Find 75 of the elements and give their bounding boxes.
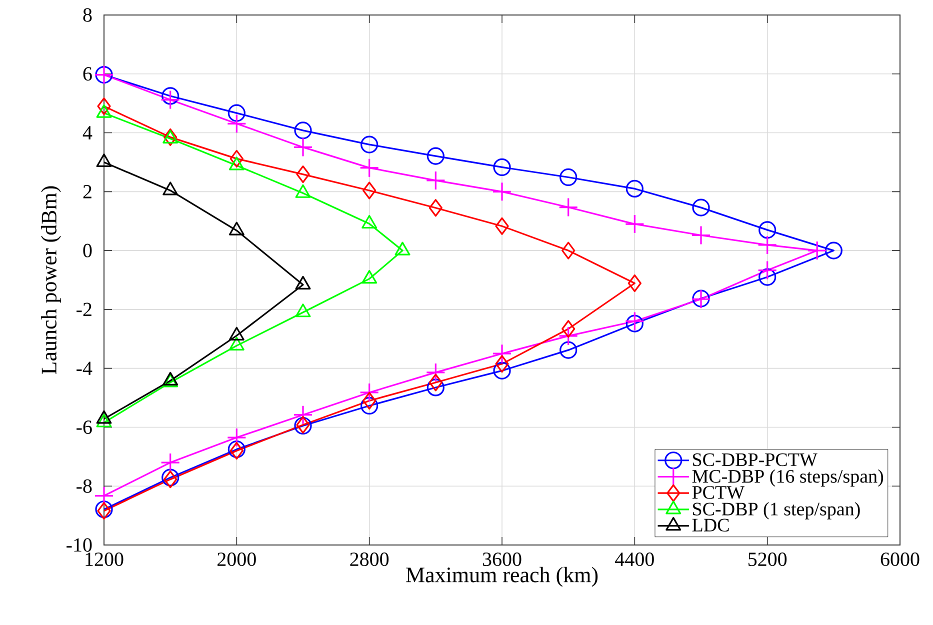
point [758, 268, 776, 286]
point [624, 214, 644, 234]
point [97, 97, 111, 116]
y-tick-label: -2 [76, 302, 92, 316]
point [360, 158, 380, 178]
point [228, 104, 246, 122]
legend-label: PCTW [692, 486, 744, 499]
point [360, 136, 378, 154]
point [360, 382, 380, 402]
point [562, 242, 576, 260]
y-tick-label: -8 [76, 479, 92, 493]
legend-label: SC-DBP-PCTW [693, 453, 818, 466]
y-axis-title: Launch power (dBm) [41, 186, 61, 374]
point [94, 486, 114, 506]
x-tick-label: 5200 [748, 552, 787, 566]
point [362, 392, 376, 410]
point [624, 311, 644, 332]
y-tick-label: 0 [83, 244, 92, 258]
point [562, 320, 576, 338]
point [428, 199, 442, 217]
point [426, 362, 446, 382]
point [758, 235, 778, 255]
x-tick-label: 3600 [482, 552, 522, 566]
legend-label: LDC [692, 518, 729, 532]
point [493, 158, 511, 176]
point [560, 168, 578, 186]
point [230, 150, 244, 168]
point [426, 378, 444, 396]
point [493, 362, 511, 380]
point [426, 170, 446, 190]
x-tick-label: 2000 [218, 552, 256, 566]
legend-label: MC-DBP (16 steps/span) [692, 469, 884, 487]
point [692, 198, 710, 216]
point [628, 274, 642, 292]
y-tick-label: -4 [76, 362, 92, 375]
point [426, 147, 444, 165]
point [362, 182, 376, 200]
x-tick-label: 6000 [880, 552, 920, 566]
y-tick-label: 4 [82, 126, 92, 140]
y-tick-label: -10 [66, 538, 92, 552]
point [558, 197, 578, 218]
point [691, 225, 711, 246]
point [293, 137, 313, 157]
point [164, 128, 178, 146]
point [226, 114, 246, 134]
legend-label: SC-DBP (1 step/span) [693, 502, 860, 520]
x-tick-label: 2800 [350, 552, 389, 566]
point [495, 217, 509, 235]
point [758, 221, 776, 239]
point [226, 428, 246, 448]
point [293, 405, 313, 425]
y-tick-label: -6 [76, 420, 92, 434]
x-tick-label: 1200 [86, 552, 124, 566]
point [495, 355, 509, 373]
point [758, 260, 778, 280]
point [294, 122, 312, 140]
point [162, 87, 180, 105]
x-axis-title: Maximum reach (km) [406, 566, 598, 587]
point [160, 90, 180, 110]
y-tick-label: 8 [83, 8, 92, 22]
point [807, 240, 827, 260]
point [626, 314, 644, 332]
point [560, 341, 578, 359]
y-tick-label: 2 [83, 185, 92, 198]
point [428, 374, 442, 392]
x-tick-label: 4400 [615, 552, 654, 566]
y-tick-label: 6 [83, 67, 92, 81]
point [160, 452, 180, 472]
point [824, 242, 842, 260]
point [360, 396, 378, 415]
point [492, 344, 512, 364]
point [558, 326, 578, 346]
point [626, 180, 644, 198]
point [296, 165, 310, 184]
point [492, 182, 512, 202]
